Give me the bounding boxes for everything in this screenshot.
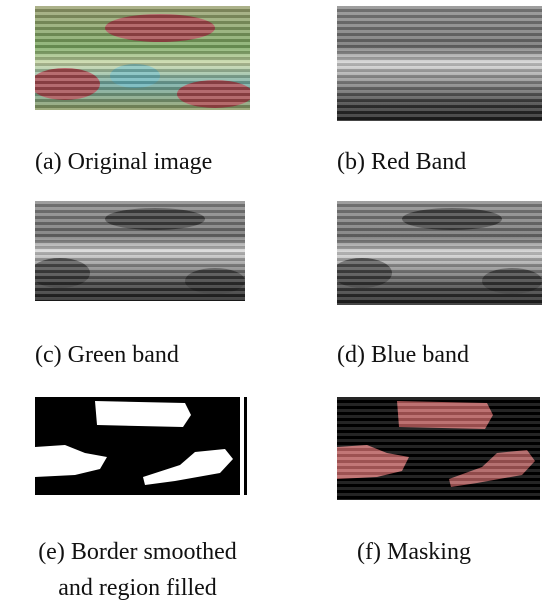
caption: (f) Masking [357,534,471,570]
red-band-image [337,6,542,121]
blue-band-image [337,201,542,305]
caption-line: (a) Original image [35,149,212,175]
original-image [35,6,250,110]
caption-line: (c) Green band [35,342,179,368]
caption: (a) Original image [35,144,212,180]
green-band-image [35,201,245,301]
caption: (d) Blue band [337,337,469,373]
caption: (c) Green band [35,337,179,373]
mask-image [35,397,247,495]
caption-line: (f) Masking [357,539,471,565]
figure: (a) Original image (b) Red Band (c) Gree… [0,0,542,602]
masking-image [337,397,540,500]
caption-line: (e) Border smoothed [10,534,265,570]
caption-line: (b) Red Band [337,149,466,175]
caption-line: (d) Blue band [337,342,469,368]
caption: (b) Red Band [337,144,466,180]
caption: (e) Border smoothed and region filled [10,534,265,606]
caption-line: and region filled [10,570,265,606]
